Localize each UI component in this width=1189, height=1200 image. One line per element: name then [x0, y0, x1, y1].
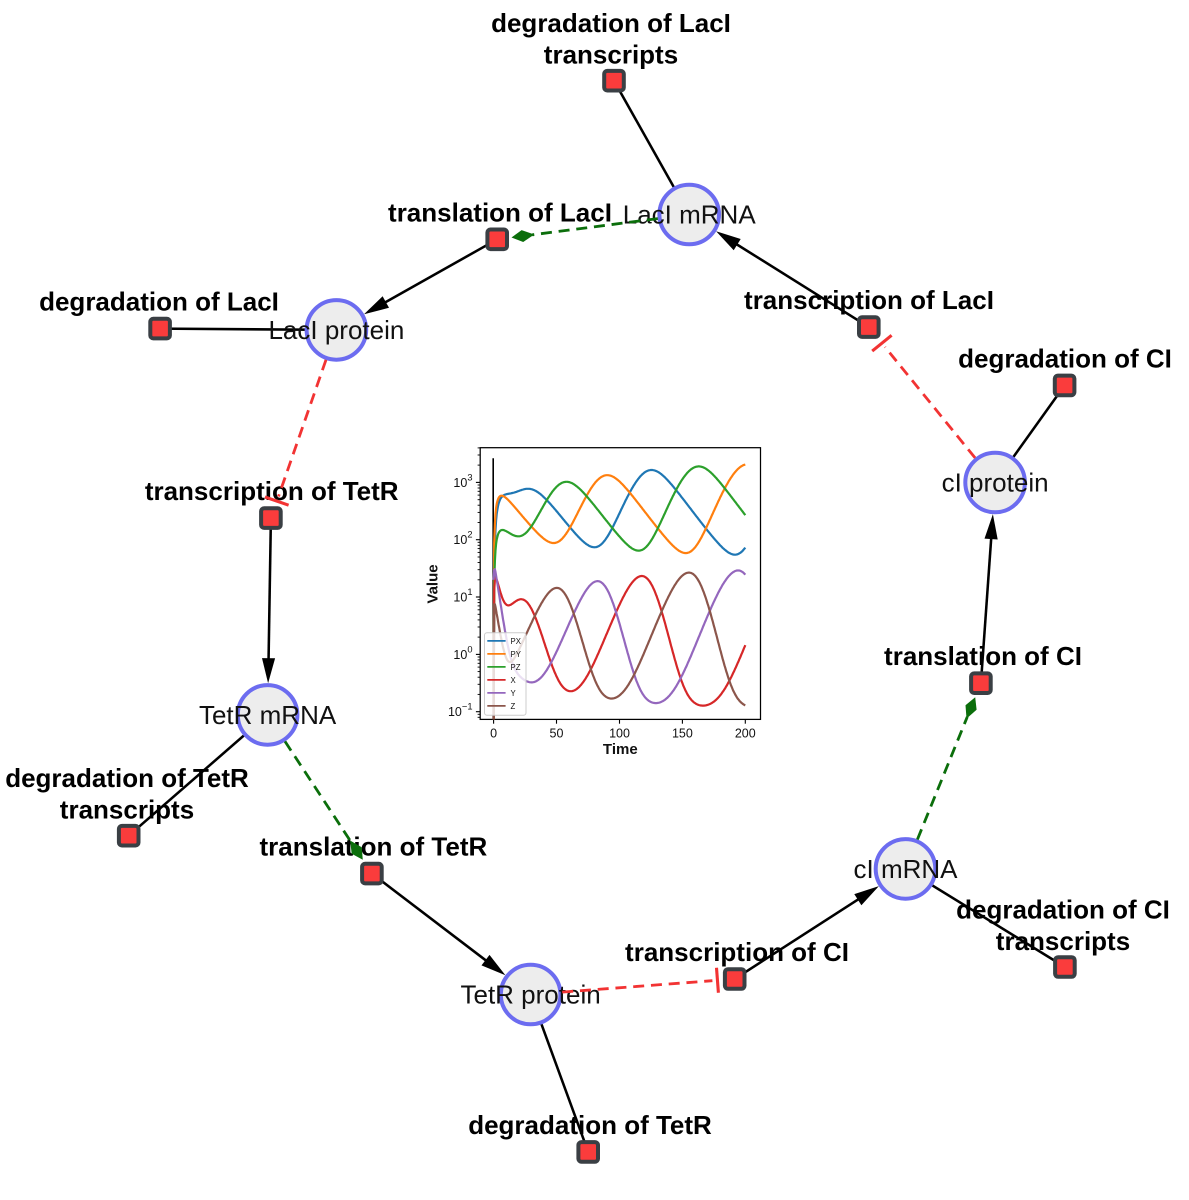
svg-text:transcripts: transcripts	[60, 795, 194, 825]
svg-text:cI mRNA: cI mRNA	[854, 854, 959, 884]
svg-text:degradation of TetR: degradation of TetR	[5, 763, 249, 793]
svg-text:degradation of CI: degradation of CI	[958, 343, 1172, 373]
svg-text:LacI mRNA: LacI mRNA	[623, 200, 757, 230]
svg-text:transcription of LacI: transcription of LacI	[744, 285, 994, 315]
svg-text:transcription of TetR: transcription of TetR	[145, 476, 399, 506]
svg-text:X: X	[511, 676, 517, 685]
svg-text:200: 200	[735, 727, 756, 741]
svg-text:Z: Z	[511, 702, 516, 711]
svg-text:degradation of CI: degradation of CI	[956, 894, 1170, 924]
svg-text:TetR mRNA: TetR mRNA	[199, 700, 337, 730]
svg-text:50: 50	[550, 727, 564, 741]
svg-text:degradation of TetR: degradation of TetR	[468, 1110, 712, 1140]
svg-text:0: 0	[490, 727, 497, 741]
svg-text:PX: PX	[511, 637, 522, 646]
svg-text:Value: Value	[424, 564, 441, 603]
svg-text:150: 150	[672, 727, 693, 741]
svg-text:TetR protein: TetR protein	[461, 980, 601, 1010]
svg-text:Time: Time	[603, 741, 638, 758]
svg-text:PY: PY	[511, 650, 522, 659]
svg-text:degradation of LacI: degradation of LacI	[39, 287, 279, 317]
svg-text:transcripts: transcripts	[996, 926, 1130, 956]
svg-text:transcription of CI: transcription of CI	[625, 937, 849, 967]
svg-text:translation of CI: translation of CI	[884, 641, 1082, 671]
svg-text:transcripts: transcripts	[544, 40, 678, 70]
svg-text:PZ: PZ	[511, 663, 521, 672]
svg-text:translation of LacI: translation of LacI	[388, 197, 612, 227]
svg-text:Y: Y	[511, 689, 517, 698]
svg-text:degradation of LacI: degradation of LacI	[491, 8, 731, 38]
svg-text:translation of TetR: translation of TetR	[260, 832, 488, 862]
svg-text:cI protein: cI protein	[942, 468, 1049, 498]
svg-text:LacI protein: LacI protein	[268, 315, 404, 345]
svg-text:100: 100	[609, 727, 630, 741]
